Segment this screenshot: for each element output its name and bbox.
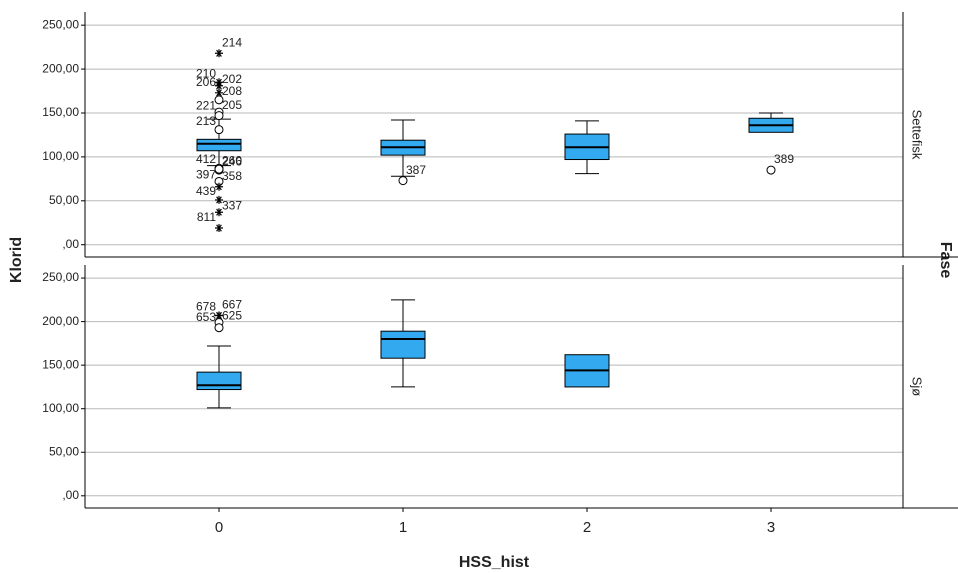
outlier-label: 387 xyxy=(406,163,426,177)
y-tick-label: 100,00 xyxy=(42,149,79,163)
outlier-label: 202 xyxy=(222,72,242,86)
box xyxy=(380,330,426,359)
outlier-circle xyxy=(214,111,224,121)
outlier-label: 678 xyxy=(196,300,216,314)
box xyxy=(196,138,242,152)
outlier-label: 358 xyxy=(222,169,242,183)
outlier-label: 221 xyxy=(196,98,216,112)
x-tick-label: 2 xyxy=(583,519,591,536)
outlier-circle xyxy=(214,125,224,135)
outlier-circle xyxy=(766,165,776,175)
outlier-label: 439 xyxy=(196,184,216,198)
y-tick-label: 150,00 xyxy=(42,105,79,119)
y-tick-label: ,00 xyxy=(62,237,79,251)
outlier-circle xyxy=(214,164,224,174)
x-tick-label: 1 xyxy=(399,519,407,536)
x-tick-label: 0 xyxy=(215,519,223,536)
outlier-label: 625 xyxy=(222,309,242,323)
outlier-label: 811 xyxy=(197,210,216,224)
outlier-label: 246 xyxy=(222,154,242,168)
outlier-star xyxy=(215,182,223,191)
y-tick-label: 50,00 xyxy=(49,193,79,207)
outlier-star xyxy=(215,195,223,204)
outlier-label: 389 xyxy=(774,152,794,166)
outlier-star xyxy=(215,81,223,90)
y-axis-title: Klorid xyxy=(8,237,25,283)
outlier-label: 214 xyxy=(222,35,242,49)
facet-title: Fase xyxy=(937,242,954,279)
panel-label: Sjø xyxy=(910,377,925,397)
outlier-label: 205 xyxy=(222,98,242,112)
outlier-label: 667 xyxy=(222,298,242,312)
outlier-label: 208 xyxy=(222,84,242,98)
outlier-star xyxy=(215,49,223,58)
outlier-label: 397 xyxy=(196,168,216,182)
outlier-label: 337 xyxy=(222,198,242,212)
y-tick-label: 200,00 xyxy=(42,61,79,75)
outlier-label: 213 xyxy=(196,114,216,128)
outlier-circle xyxy=(214,323,224,333)
outlier-star xyxy=(215,311,223,320)
y-tick-label: 150,00 xyxy=(42,357,79,371)
x-axis-title: HSS_hist xyxy=(459,554,530,571)
y-tick-label: 250,00 xyxy=(42,270,79,284)
y-tick-label: 250,00 xyxy=(42,17,79,31)
y-tick-label: 200,00 xyxy=(42,314,79,328)
outlier-label: 260 xyxy=(222,153,242,167)
outlier-star xyxy=(215,224,223,233)
box xyxy=(196,371,242,391)
outlier-star xyxy=(215,208,223,217)
outlier-circle xyxy=(214,95,224,105)
outlier-star xyxy=(215,88,223,97)
y-tick-label: ,00 xyxy=(62,488,79,502)
y-tick-label: 100,00 xyxy=(42,401,79,415)
outlier-label: 210 xyxy=(196,66,216,80)
outlier-label: 653 xyxy=(196,310,216,324)
outlier-label: 206 xyxy=(196,75,216,89)
y-tick-label: 50,00 xyxy=(49,444,79,458)
outlier-circle xyxy=(398,176,408,186)
panel-label: Settefisk xyxy=(910,110,925,160)
x-tick-label: 3 xyxy=(767,519,775,536)
outlier-label: 412 xyxy=(196,152,216,166)
